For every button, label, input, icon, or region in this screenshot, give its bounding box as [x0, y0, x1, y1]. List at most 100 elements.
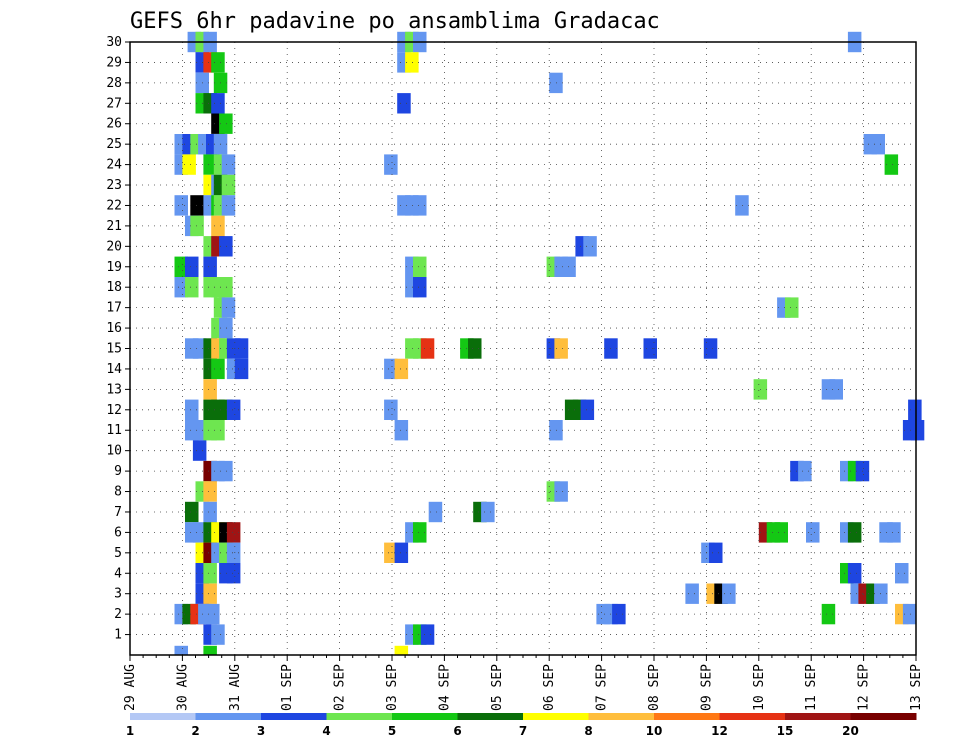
heatmap-cell [219, 114, 233, 134]
colorbar-label: 8 [584, 724, 592, 738]
heatmap-cell [481, 502, 495, 522]
y-tick-label: 14 [106, 362, 122, 377]
colorbar-label: 3 [257, 724, 265, 738]
colorbar-label: 10 [646, 724, 663, 738]
y-tick-label: 3 [114, 587, 122, 602]
y-tick-label: 25 [106, 137, 122, 152]
x-tick-label: 01 SEP [280, 664, 295, 711]
colorbar-swatch [261, 713, 327, 720]
heatmap-cell [549, 73, 563, 93]
y-tick-label: 15 [106, 342, 122, 357]
colorbar-swatch [523, 713, 589, 720]
chart-title: GEFS 6hr padavine po ansamblima Gradacac [130, 9, 660, 34]
colorbar-label: 7 [519, 724, 527, 738]
heatmap-cell [211, 216, 225, 236]
x-tick-label: 13 SEP [909, 664, 924, 711]
heatmap-cell [405, 52, 419, 72]
x-tick-label: 11 SEP [804, 664, 819, 711]
y-tick-label: 10 [106, 444, 122, 459]
colorbar-label: 12 [711, 724, 728, 738]
heatmap-cell [421, 624, 435, 644]
heatmap-cell [798, 461, 812, 481]
colorbar-swatch [327, 713, 393, 720]
y-axis-ticks: 1234567891011121314151617181920212223242… [106, 35, 130, 643]
x-tick-label: 05 SEP [490, 664, 505, 711]
heatmap-cell [848, 563, 862, 583]
heatmap-cell [384, 154, 398, 174]
y-tick-label: 11 [106, 423, 122, 438]
x-tick-label: 10 SEP [752, 664, 767, 711]
heatmap-cell [395, 646, 409, 655]
heatmap-cell [211, 624, 225, 644]
heatmap-cell [222, 175, 236, 195]
heatmap-cell [211, 420, 225, 440]
heatmap-cell [562, 257, 576, 277]
x-tick-label: 30 AUG [175, 664, 190, 711]
heatmap-cell [190, 195, 204, 215]
y-tick-label: 19 [106, 260, 122, 275]
heatmap-cell [709, 543, 723, 563]
x-tick-label: 04 SEP [437, 664, 452, 711]
heatmap-cell [421, 338, 435, 358]
heatmap-cell [583, 236, 597, 256]
heatmap-cell [822, 604, 836, 624]
y-tick-label: 16 [106, 321, 122, 336]
y-tick-label: 4 [114, 566, 122, 581]
colorbar-label: 6 [453, 724, 461, 738]
y-tick-label: 30 [106, 35, 122, 50]
heatmap-cells [175, 32, 925, 655]
y-tick-label: 29 [106, 55, 122, 70]
heatmap-cell [384, 400, 398, 420]
heatmap-cell [219, 318, 233, 338]
heatmap-cell [549, 420, 563, 440]
heatmap-cell [235, 338, 249, 358]
heatmap-cell [468, 338, 482, 358]
colorbar-label: 5 [388, 724, 396, 738]
heatmap-cell [219, 277, 233, 297]
heatmap-cell [211, 52, 225, 72]
heatmap-cell [222, 297, 236, 317]
y-tick-label: 28 [106, 76, 122, 91]
heatmap-cell [644, 338, 658, 358]
y-tick-label: 8 [114, 485, 122, 500]
x-tick-label: 31 AUG [228, 664, 243, 711]
y-tick-label: 18 [106, 280, 122, 295]
heatmap-cell [235, 359, 249, 379]
heatmap-cell [211, 93, 225, 113]
y-tick-label: 7 [114, 505, 122, 520]
heatmap-cell [830, 379, 844, 399]
x-tick-label: 07 SEP [595, 664, 610, 711]
y-tick-label: 24 [106, 158, 122, 173]
heatmap-cell [219, 461, 233, 481]
x-tick-label: 09 SEP [699, 664, 714, 711]
heatmap-cell [612, 604, 626, 624]
heatmap-cell [193, 440, 207, 460]
y-tick-label: 6 [114, 525, 122, 540]
heatmap-cell [872, 134, 886, 154]
heatmap-cell [735, 195, 749, 215]
colorbar-label: 1 [126, 724, 134, 738]
heatmap-cell [704, 338, 718, 358]
heatmap-cell [775, 522, 789, 542]
heatmap-cell [685, 584, 699, 604]
x-axis-ticks: 29 AUG 30 AUG 31 AUG 01 SEP 02 SEP 03 SEP 04 S… [123, 655, 924, 711]
x-tick-label: 12 SEP [857, 664, 872, 711]
heatmap-cell [848, 522, 862, 542]
y-tick-label: 20 [106, 239, 122, 254]
heatmap-cell [175, 646, 189, 655]
y-tick-label: 2 [114, 607, 122, 622]
heatmap-cell [911, 420, 925, 440]
heatmap-cell [190, 216, 204, 236]
x-tick-label: 03 SEP [385, 664, 400, 711]
heatmap-cell [203, 646, 217, 655]
heatmap-cell [895, 563, 909, 583]
y-tick-label: 9 [114, 464, 122, 479]
y-tick-label: 1 [114, 628, 122, 643]
x-tick-label: 08 SEP [647, 664, 662, 711]
y-tick-label: 26 [106, 117, 122, 132]
colorbar-label: 4 [322, 724, 330, 738]
x-tick-label: 29 AUG [123, 664, 138, 711]
y-tick-label: 5 [114, 546, 122, 561]
colorbar-swatch [785, 713, 851, 720]
